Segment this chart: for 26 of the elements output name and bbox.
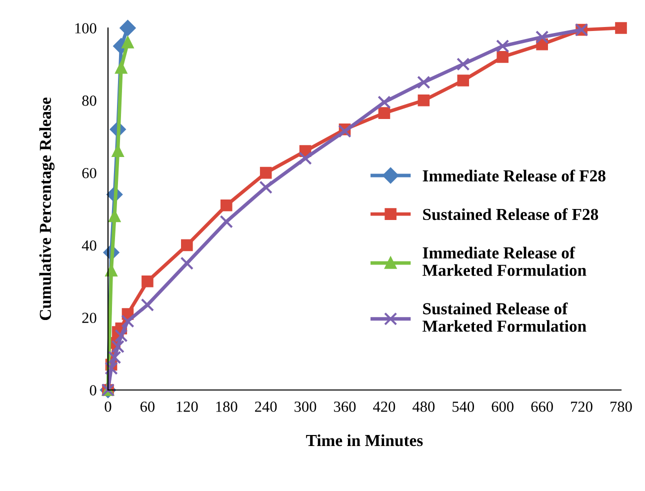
x-tick-label: 360 <box>334 402 356 412</box>
y-axis-title: Cumulative Percentage Release <box>39 98 55 320</box>
x-tick-label: 120 <box>176 402 198 412</box>
x-tick-label: 240 <box>255 402 277 412</box>
y-tick-label: 40 <box>82 240 96 251</box>
x-tick-label: 480 <box>412 402 435 412</box>
legend-label: Immediate Release of F28 <box>422 170 606 182</box>
x-tick-label: 720 <box>571 402 592 412</box>
x-tick-label: 600 <box>492 402 514 412</box>
legend-label: Immediate Release of Marketed Formulation <box>422 246 586 276</box>
y-tick-label: 20 <box>82 312 96 324</box>
x-tick-label: 660 <box>531 402 553 412</box>
y-tick-label: 80 <box>82 96 96 106</box>
x-tick-label: 0 <box>104 402 112 412</box>
legend-label: Sustained Release of Marketed Formulation <box>422 302 586 332</box>
x-tick-label: 780 <box>610 402 632 412</box>
x-tick-label: 180 <box>216 402 238 412</box>
y-tick-label: 100 <box>75 23 96 34</box>
legend-label: Sustained Release of F28 <box>423 208 598 220</box>
y-tick-label: 0 <box>90 385 96 396</box>
x-tick-label: 540 <box>452 402 474 412</box>
x-tick-label: 300 <box>294 402 316 412</box>
x-tick-label: 420 <box>373 402 396 412</box>
y-tick-label: 60 <box>82 168 96 178</box>
x-axis-title: Time in Minutes <box>306 434 423 446</box>
x-tick-label: 60 <box>140 402 155 412</box>
